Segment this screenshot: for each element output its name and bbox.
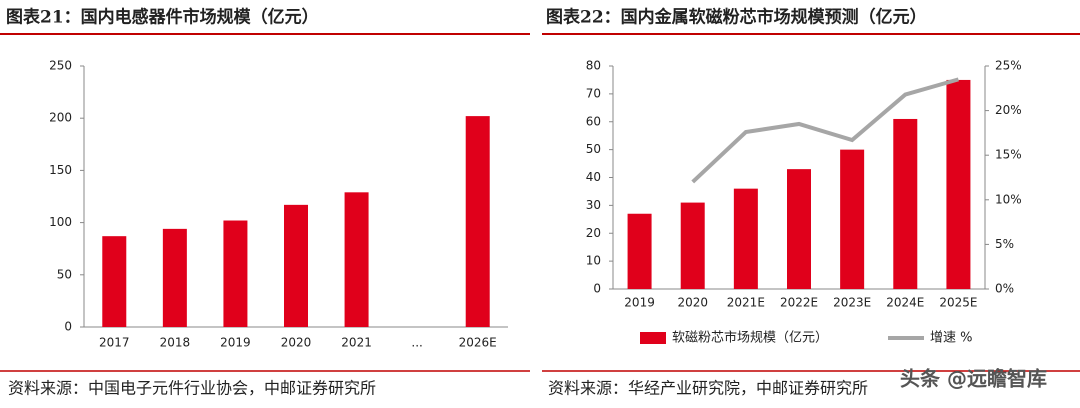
y-tick-label: 80 <box>586 59 601 73</box>
y-tick-label: 60 <box>586 114 601 128</box>
bar <box>627 213 652 289</box>
chart-title: 图表21：国内电感器件市场规模（亿元） <box>6 7 319 28</box>
legend-label: 软磁粉芯市场规模（亿元） <box>672 330 828 346</box>
y-tick-label: 50 <box>586 142 601 156</box>
bar <box>946 79 971 289</box>
bar <box>787 169 811 289</box>
bar <box>223 220 248 327</box>
y2-tick-label: 15% <box>995 148 1022 162</box>
chart-title: 图表22：国内金属软磁粉芯市场规模预测（亿元） <box>546 7 927 28</box>
x-tick-label: 2019 <box>624 296 655 310</box>
x-tick-label: 2020 <box>281 336 312 350</box>
x-tick-label: 2020 <box>677 296 708 310</box>
y2-tick-label: 5% <box>995 237 1014 251</box>
bar <box>465 116 490 327</box>
bar <box>102 236 127 327</box>
x-tick-label: 2019 <box>220 336 251 350</box>
bar <box>162 228 187 327</box>
x-tick-label: 2021E <box>727 296 765 310</box>
y2-tick-label: 25% <box>995 59 1022 73</box>
y-tick-label: 100 <box>49 215 72 229</box>
source-note: 资料来源：华经产业研究院，中邮证券研究所 <box>548 379 868 398</box>
y-tick-label: 40 <box>586 170 601 184</box>
watermark: 头条 @远瞻智库 <box>900 367 1047 391</box>
bar <box>284 204 308 327</box>
y2-tick-label: 0% <box>995 282 1014 296</box>
source-note: 资料来源：中国电子元件行业协会，中邮证券研究所 <box>8 379 376 398</box>
x-tick-label: 2022E <box>780 296 818 310</box>
y-tick-label: 250 <box>49 59 72 73</box>
x-tick-label: 2023E <box>833 296 871 310</box>
y-tick-label: 70 <box>586 86 601 100</box>
bar <box>733 188 758 289</box>
y-tick-label: 50 <box>57 267 72 281</box>
y-tick-label: 30 <box>586 198 601 212</box>
y2-tick-label: 10% <box>995 192 1022 206</box>
x-tick-label: 2025E <box>939 296 977 310</box>
bar <box>840 149 865 289</box>
y2-tick-label: 20% <box>995 103 1022 117</box>
bar <box>344 192 369 327</box>
x-tick-label: 2026E <box>459 336 497 350</box>
y-tick-label: 0 <box>64 320 72 334</box>
y-tick-label: 0 <box>593 282 601 296</box>
x-tick-label: 2021 <box>341 336 372 350</box>
y-tick-label: 200 <box>49 111 72 125</box>
x-tick-label: 2018 <box>160 336 191 350</box>
y-tick-label: 20 <box>586 226 601 240</box>
bar <box>893 118 918 290</box>
x-tick-label: 2024E <box>886 296 924 310</box>
x-tick-label: 2017 <box>99 336 130 350</box>
y-tick-label: 10 <box>586 254 601 268</box>
y-tick-label: 150 <box>49 163 72 177</box>
bar <box>680 202 705 289</box>
x-tick-label: ... <box>411 336 422 350</box>
legend-swatch <box>640 332 666 344</box>
line <box>691 77 959 184</box>
legend-label: 增速 % <box>930 331 973 346</box>
